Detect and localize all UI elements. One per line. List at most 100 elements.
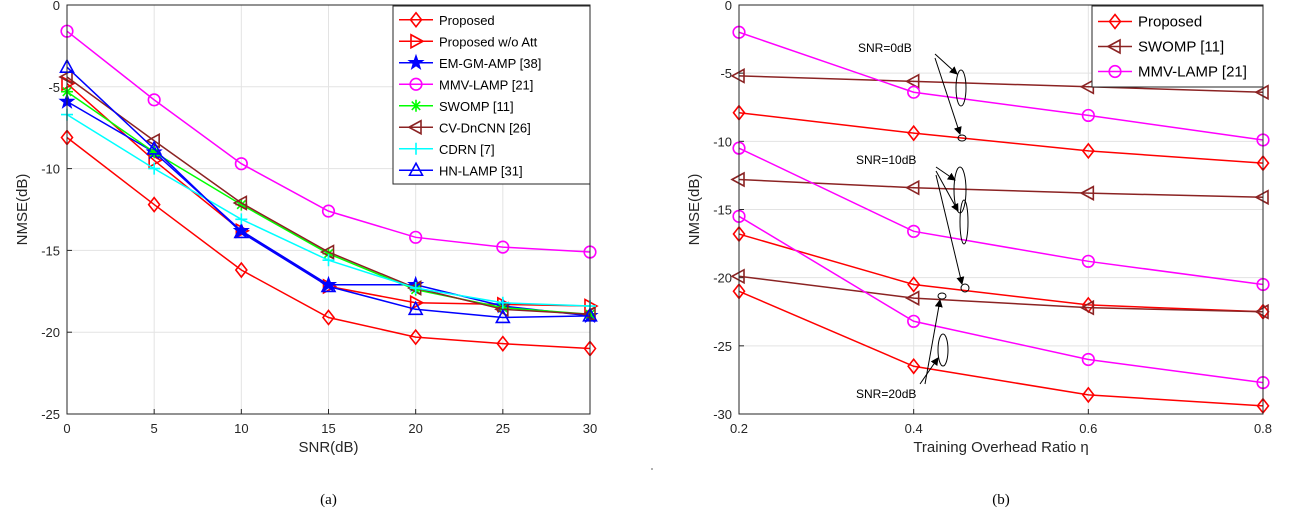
data-point (146, 140, 163, 155)
y-tick-label: -5 (720, 66, 732, 81)
data-point (1254, 84, 1269, 101)
legend-marker (1108, 64, 1122, 79)
series-line (738, 233, 1264, 313)
legend-entry: SWOMP [11] (1098, 39, 1224, 56)
data-point (233, 223, 250, 239)
x-tick-label: 20 (408, 421, 422, 436)
annotation-arrow (935, 174, 965, 285)
annotation-snr-20db: SNR=20dB (856, 387, 916, 401)
data-point (147, 196, 161, 213)
legend-marker (409, 77, 423, 91)
legend-entry: SWOMP [11] (399, 99, 514, 114)
x-tick-label: 30 (583, 421, 597, 436)
series-line (66, 30, 591, 253)
caption: (a) (320, 492, 337, 508)
data-point (494, 308, 511, 324)
data-point (1254, 189, 1269, 206)
data-point (409, 294, 425, 311)
legend-marker (410, 33, 425, 50)
stray-dot (651, 468, 653, 470)
legend-entry: EM-GM-AMP [38] (399, 53, 541, 71)
data-point (148, 146, 161, 159)
data-point (322, 247, 335, 260)
data-point (232, 221, 250, 239)
annotation-arrow (919, 357, 939, 385)
legend-marker (410, 99, 422, 112)
x-tick-label: 5 (151, 421, 158, 436)
data-point (234, 261, 248, 279)
data-point (409, 328, 423, 346)
y-tick-label: -25 (713, 339, 732, 354)
x-tick-label: 0 (63, 421, 70, 436)
series-line (66, 136, 591, 350)
y-tick-label: -15 (713, 203, 732, 218)
data-point (321, 309, 336, 326)
axes-box (738, 4, 1264, 415)
series-line (738, 147, 1264, 286)
annotation-arrow (924, 299, 943, 385)
legend-marker (407, 119, 422, 136)
annotations: SNR=0dB SNR=10dB SNR=20dB (856, 41, 970, 401)
x-tick-label: 0.8 (1254, 421, 1272, 436)
data-point (907, 357, 921, 375)
series-line (738, 215, 1264, 384)
legend: Proposed Proposed w/o Att EM-GM-AMP [38] MM… (392, 5, 591, 185)
x-tick-label: 0.2 (730, 421, 748, 436)
y-tick-label: -20 (713, 271, 732, 286)
legend-label: MMV-LAMP [21] (439, 77, 533, 92)
series-line (66, 66, 591, 319)
data-point (907, 124, 921, 142)
legend-label: Proposed (439, 13, 495, 28)
data-point (320, 277, 337, 293)
series-line (738, 75, 1264, 93)
legend-marker (407, 53, 425, 71)
data-point (234, 157, 248, 171)
legend-label: MMV-LAMP [21] (1138, 64, 1247, 81)
data-point (496, 240, 510, 254)
data-point (907, 276, 921, 293)
legend-marker (409, 11, 423, 29)
data-point (1254, 303, 1269, 320)
data-point (730, 268, 745, 285)
data-point (1081, 254, 1095, 268)
series-swomp-11 (730, 268, 1269, 320)
data-point (1079, 299, 1095, 316)
annotation-ellipse (937, 333, 949, 367)
y-tick-label: -10 (713, 134, 732, 149)
legend-entry: MMV-LAMP [21] (1098, 64, 1247, 81)
y-tick-label: -15 (41, 243, 60, 258)
legend-marker (410, 142, 422, 155)
series-mmv-lamp-21 (60, 24, 597, 259)
axes-box (66, 4, 591, 415)
series-line (738, 290, 1264, 407)
y-tick-label: -25 (41, 407, 60, 422)
data-point (907, 85, 921, 99)
annotation-snr-0db: SNR=0dB (858, 41, 912, 55)
y-tick-label: -30 (713, 407, 732, 422)
y-tick-label: -10 (41, 162, 60, 177)
y-axis-label: NMSE(dB) (686, 174, 703, 246)
series-line (738, 178, 1264, 198)
legend-entry: Proposed (1098, 13, 1202, 31)
legend-entry: MMV-LAMP [21] (399, 77, 533, 92)
x-tick-label: 15 (321, 421, 335, 436)
data-point (496, 335, 510, 352)
legend-entry: Proposed (399, 11, 495, 29)
data-point (232, 195, 248, 211)
series-line (738, 31, 1264, 141)
data-point (235, 213, 248, 226)
data-point (1081, 386, 1095, 404)
data-point (148, 152, 163, 169)
data-point (322, 254, 335, 267)
x-axis-label: SNR(dB) (298, 439, 358, 456)
y-tick-label: -5 (48, 80, 60, 95)
data-point (409, 282, 422, 295)
legend-label: Proposed w/o Att (439, 34, 538, 49)
data-point (147, 93, 161, 107)
x-tick-label: 0.6 (1079, 421, 1097, 436)
data-point (907, 224, 921, 238)
series-line (738, 111, 1264, 164)
legend-label: CV-DnCNN [26] (439, 120, 531, 135)
data-point (148, 162, 161, 175)
